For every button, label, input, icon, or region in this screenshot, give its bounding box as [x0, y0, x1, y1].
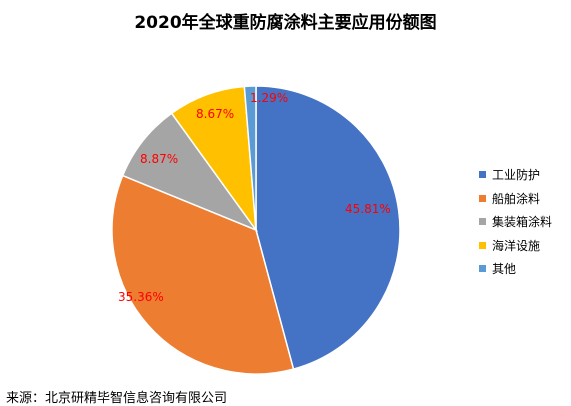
value-label-offshore: 8.67% [196, 107, 234, 121]
legend-label: 海洋设施 [492, 238, 541, 253]
pie-slices [111, 85, 401, 375]
value-label-container: 8.87% [140, 152, 178, 166]
value-label-industrial: 45.81% [345, 202, 391, 216]
legend-swatch [479, 194, 486, 202]
legend-item-industrial: 工业防护 [479, 163, 552, 187]
legend-swatch [479, 241, 486, 249]
pie-slice-other [243, 85, 257, 231]
legend-label: 集装箱涂料 [492, 215, 553, 230]
source-note: 来源：北京研精毕智信息咨询有限公司 [6, 391, 228, 406]
chart-title: 2020年全球重防腐涂料主要应用份额图 [134, 13, 437, 33]
legend-label: 工业防护 [492, 168, 541, 183]
legend-item-offshore: 海洋设施 [479, 234, 552, 258]
legend-label: 船舶涂料 [492, 191, 541, 206]
pie-value-labels: 45.81% 35.36% 8.87% 8.67% 1.29% [118, 91, 391, 304]
legend: 工业防护 船舶涂料 集装箱涂料 海洋设施 其他 [479, 163, 552, 281]
legend-swatch [479, 171, 486, 179]
legend-item-container: 集装箱涂料 [479, 210, 552, 234]
legend-label: 其他 [492, 262, 517, 277]
legend-item-marine-coatings: 船舶涂料 [479, 187, 552, 211]
pie-slice-industrial [255, 85, 401, 370]
value-label-other: 1.29% [250, 91, 288, 105]
legend-swatch [479, 218, 486, 226]
pie-slice-marine-coatings [111, 174, 295, 375]
legend-swatch [479, 265, 486, 273]
legend-item-other: 其他 [479, 257, 552, 281]
pie-slice-container [121, 112, 259, 232]
value-label-marine-coatings: 35.36% [118, 290, 164, 304]
